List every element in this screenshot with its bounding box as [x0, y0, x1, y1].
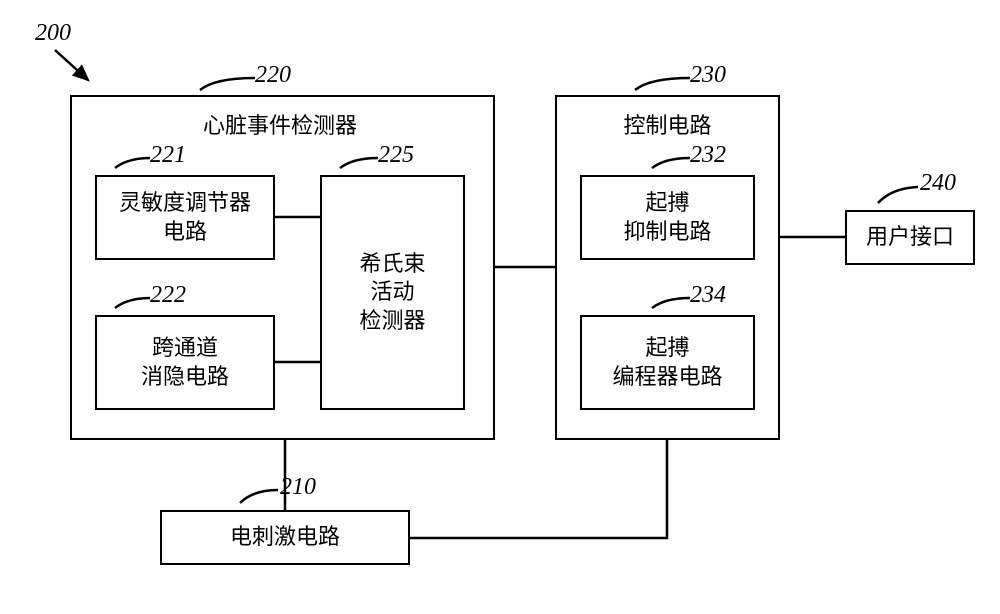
inhibition-box: 起搏 抑制电路 [580, 175, 755, 260]
sensitivity-box: 灵敏度调节器 电路 [95, 175, 275, 260]
control-group-ref: 230 [690, 62, 726, 89]
his-activity-ref: 225 [378, 142, 414, 169]
sensitivity-ref: 221 [150, 142, 186, 169]
stimulation-ref: 210 [280, 474, 316, 501]
programmer-ref: 234 [690, 282, 726, 309]
detector-group-title: 心脏事件检测器 [140, 108, 420, 140]
blanking-ref: 222 [150, 282, 186, 309]
user-interface-box: 用户接口 [845, 210, 975, 265]
user-interface-ref: 240 [920, 170, 956, 197]
stimulation-box: 电刺激电路 [160, 510, 410, 565]
his-activity-box: 希氏束 活动 检测器 [320, 175, 465, 410]
control-group-title: 控制电路 [605, 108, 730, 140]
inhibition-ref: 232 [690, 142, 726, 169]
detector-group-ref: 220 [255, 62, 291, 89]
programmer-box: 起搏 编程器电路 [580, 315, 755, 410]
blanking-box: 跨通道 消隐电路 [95, 315, 275, 410]
block-diagram: 200 心脏事件检测器 220 灵敏度调节器 电路 221 跨通道 消隐电路 2… [0, 0, 1000, 614]
figure-number-label: 200 [35, 20, 71, 47]
